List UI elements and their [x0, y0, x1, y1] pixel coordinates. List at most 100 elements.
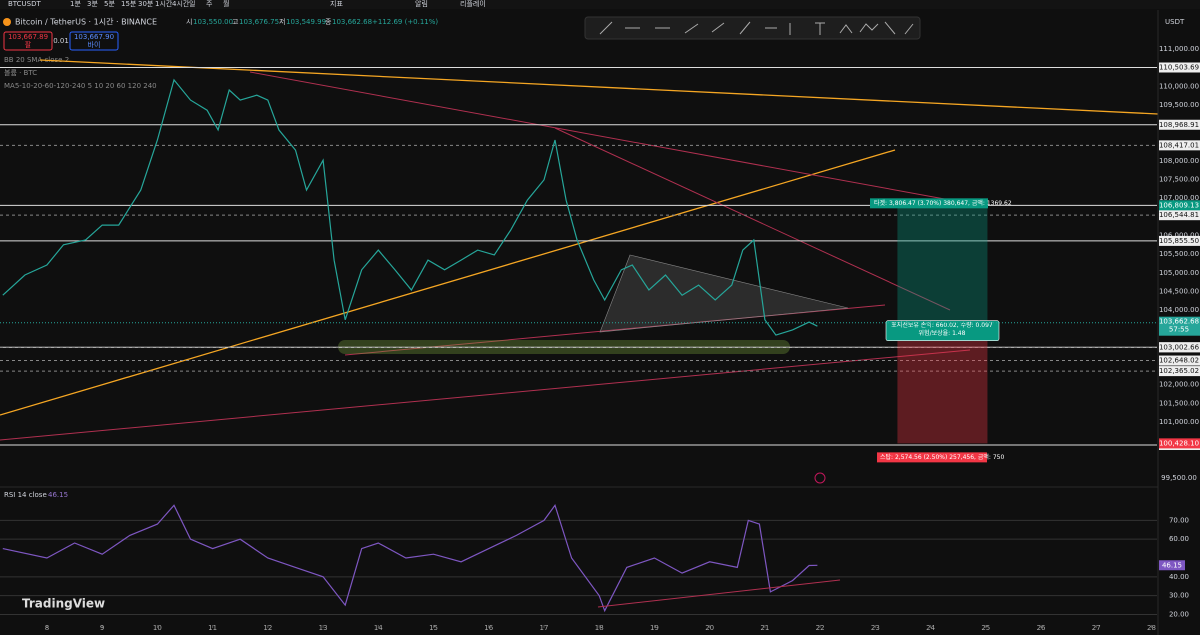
event-icon[interactable]: [814, 472, 826, 484]
indicator-legend[interactable]: BB 20 SMA close 2: [4, 56, 69, 64]
series-line: [2, 503, 818, 613]
buy-price: 103,667.90: [74, 33, 114, 41]
interval-button[interactable]: 일: [189, 0, 195, 8]
open-label: 시: [186, 18, 192, 26]
x-tick-label: 20: [705, 624, 714, 632]
y-tick-label: 102,000.00: [1159, 381, 1199, 389]
y-tick-label: 104,000.00: [1159, 306, 1199, 314]
x-tick-label: 13: [319, 624, 328, 632]
buy-box[interactable]: [69, 31, 119, 51]
x-tick-label: 23: [871, 624, 880, 632]
y-tick-label: 107,500.00: [1159, 176, 1199, 184]
interval-button[interactable]: 1분: [70, 0, 81, 8]
x-tick-label: 15: [429, 624, 438, 632]
y-tick-label: 99,500.00: [1161, 474, 1197, 482]
target-text: 타겟: 3,806.47 (3.70%) 380,647, 금액: 1369.6…: [874, 199, 1012, 207]
rsi-pane: RSI 14 close 46.1570.0060.0040.0030.0020.…: [0, 491, 1189, 632]
buy-label: 바이: [88, 40, 101, 49]
interval-button[interactable]: 5분: [104, 0, 115, 8]
sell-box[interactable]: [3, 31, 53, 51]
y-tick-label: 110,000.00: [1159, 82, 1199, 90]
level-label: 108,417.01: [1159, 141, 1199, 149]
interval-button[interactable]: 4시간: [172, 0, 190, 8]
interval-button[interactable]: 15분: [121, 0, 137, 8]
indicator-legend[interactable]: MA5-10-20-60-120-240 5 10 20 60 120 240: [4, 82, 157, 90]
y-tick-label: 104,500.00: [1159, 287, 1199, 295]
currency: USDT: [1165, 18, 1185, 26]
target-zone: [897, 205, 988, 323]
y-tick-label: 107,000.00: [1159, 194, 1199, 202]
alerts-button[interactable]: 알림: [415, 0, 428, 8]
x-tick-label: 22: [816, 624, 825, 632]
x-tick-label: 14: [374, 624, 383, 632]
interval-button[interactable]: 30분: [138, 0, 154, 8]
replay-button[interactable]: 리플레이: [460, 0, 486, 8]
rsi-legend-value: 46.15: [48, 491, 68, 499]
level-badge: [1159, 119, 1200, 130]
y-tick-label: 105,500.00: [1159, 250, 1199, 258]
trend-line: [249, 71, 951, 201]
interval-button[interactable]: 월: [223, 0, 229, 8]
sell-price: 103,667.89: [8, 33, 48, 41]
indicators-button[interactable]: 지표: [330, 0, 343, 8]
high: 103,676.75: [239, 18, 279, 26]
low-label: 저: [279, 17, 285, 26]
rsi-axis-value: 46.15: [1162, 561, 1182, 569]
level-badge: [1159, 342, 1200, 353]
sell-label: 팔: [25, 40, 32, 49]
y-tick-label: 105,000.00: [1159, 269, 1199, 277]
open: 103,550.00: [193, 18, 233, 26]
x-tick-label: 9: [100, 624, 104, 632]
intervals: 1분 3분 5분 15분 30분 1시간 4시간 일 주 월: [70, 0, 229, 8]
tool-icons[interactable]: [599, 21, 914, 35]
countdown: 57:55: [1169, 326, 1189, 334]
high-label: 고: [232, 18, 239, 26]
target-axis-label: 106,809.13: [1159, 201, 1199, 209]
y-tick-label: 20.00: [1169, 610, 1189, 618]
drawings: [0, 59, 1159, 441]
x-tick-label: 18: [595, 624, 604, 632]
close-label: 종: [325, 18, 332, 26]
coin-icon: [3, 18, 11, 26]
level-label: 102,648.02: [1159, 357, 1199, 365]
stop-axis-label: 100,428.10: [1159, 439, 1199, 447]
legend: Bitcoin / TetherUS · 1시간 · BINANCE 시 103…: [3, 17, 438, 90]
close: 103,662.68: [332, 18, 372, 26]
trend-line: [0, 349, 971, 441]
drawing-tools: [584, 16, 921, 40]
stop-zone: [897, 322, 988, 444]
stop-badge: [1159, 438, 1200, 449]
price-badge: [1159, 316, 1200, 336]
x-tick-label: 21: [760, 624, 769, 632]
rsi-badge: [1159, 560, 1185, 571]
trend-line: [554, 127, 951, 311]
level-label: 106,544.81: [1159, 211, 1199, 219]
low: 103,549.99: [286, 18, 326, 26]
rsi-title: RSI 14 close: [4, 491, 47, 499]
level-badge: [1159, 140, 1200, 151]
level-badge: [1159, 355, 1200, 366]
rr-text: 위험/보상율: 1.48: [919, 329, 966, 337]
target-badge: [1159, 200, 1200, 211]
y-tick-label: 109,500.00: [1159, 101, 1199, 109]
triangle-pattern: [599, 254, 849, 333]
x-tick-label: 27: [1092, 624, 1101, 632]
indicator-legend[interactable]: 볼륨 · BTC: [4, 68, 37, 77]
stop-text: 스탑: 2,574.56 (2.50%) 257,456, 금액: 750: [880, 453, 1004, 461]
interval-button[interactable]: 3분: [87, 0, 98, 8]
x-tick-label: 8: [45, 624, 49, 632]
price-label: 103,662.68: [1159, 318, 1199, 326]
level-label: 110,503.69: [1159, 63, 1199, 71]
level-badge: [1159, 366, 1200, 377]
spread: 0.01: [53, 37, 69, 45]
x-tick-label: 17: [540, 624, 549, 632]
toolbar-bg: [0, 0, 1200, 9]
tools-panel: [584, 16, 921, 40]
legend-title: Bitcoin / TetherUS · 1시간 · BINANCE: [15, 17, 157, 27]
symbol[interactable]: BTCUSDT: [8, 0, 42, 8]
interval-button[interactable]: 주: [206, 0, 213, 8]
interval-button[interactable]: 1시간: [155, 0, 173, 8]
x-tick-label: 19: [650, 624, 659, 632]
